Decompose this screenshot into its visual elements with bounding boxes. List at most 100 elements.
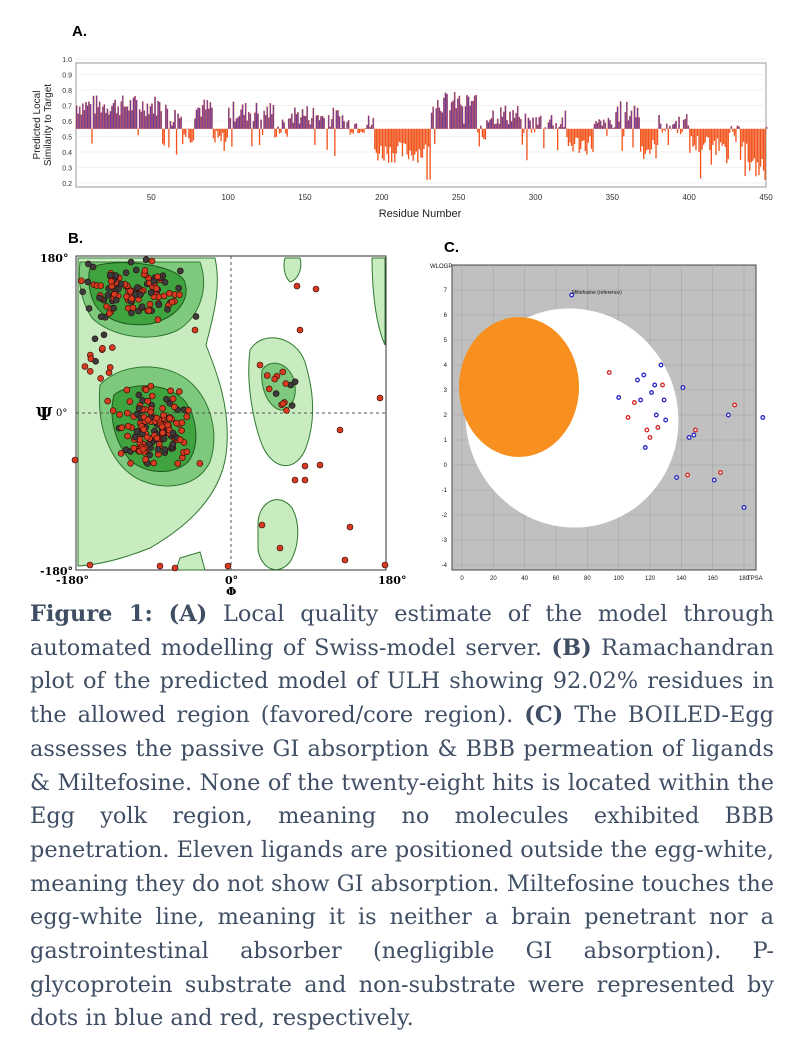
panel-a-bar — [274, 128, 276, 138]
panel-a-bar — [128, 110, 130, 129]
panel-a-bar — [643, 128, 645, 160]
panel-a-bar — [495, 123, 498, 129]
panel-b-residue-dot — [138, 303, 146, 311]
panel-a-bar — [561, 117, 564, 129]
panel-b-residue-dot — [265, 385, 273, 393]
panel-a-bar — [641, 128, 643, 147]
panel-b-residue-dot — [376, 394, 384, 402]
panel-a-bar — [312, 107, 315, 129]
panel-a-bar — [183, 128, 185, 135]
panel-a-bar — [558, 126, 561, 129]
panel-c-pgp-nonsubstrate-point — [660, 382, 665, 388]
panel-b-residue-dot — [141, 267, 149, 274]
panel-b-residue-dot — [150, 277, 158, 285]
panel-a-bar — [653, 128, 656, 145]
panel-a-bar — [349, 128, 351, 135]
panel-a-bar — [372, 117, 375, 129]
panel-a-bar — [269, 103, 272, 129]
panel-a-bar — [446, 93, 448, 129]
panel-a-x-ticks: 50 100 150 200 250 300 350 400 450 — [147, 193, 773, 202]
panel-c-x-tick-label: 100 — [614, 576, 625, 582]
panel-a-bar — [626, 101, 628, 129]
panel-a-bar — [358, 128, 361, 134]
panel-b-residue-dot — [107, 271, 114, 279]
panel-b-residue-dot — [107, 278, 115, 285]
panel-a-bar — [347, 120, 350, 129]
panel-c-x-tick-label: 140 — [676, 576, 687, 582]
panel-a-bar — [573, 128, 576, 145]
panel-a-bar — [426, 128, 428, 180]
panel-a-y-tick-label: 0.4 — [62, 150, 72, 157]
panel-a-bar — [231, 128, 233, 147]
panel-a-bar — [164, 104, 167, 129]
panel-a-bar — [480, 125, 482, 129]
panel-a-bar — [506, 120, 508, 129]
panel-c-pgp-substrate-point — [635, 377, 640, 383]
panel-a-bar — [606, 128, 608, 136]
panel-a-bar — [329, 126, 332, 129]
panel-a-bar — [527, 117, 530, 129]
panel-a-bar — [509, 111, 511, 129]
panel-a-bar — [616, 106, 619, 129]
panel-a-bar — [237, 117, 239, 129]
panel-a-bar — [424, 128, 427, 145]
panel-a-x-tick-label: 200 — [375, 193, 389, 202]
panel-a-bar — [676, 128, 679, 134]
panel-a-bar — [618, 121, 620, 129]
panel-b-residue-dot — [160, 435, 168, 443]
panel-a-bar — [341, 115, 344, 129]
panel-a-bar — [581, 128, 583, 142]
panel-a-bar — [286, 128, 288, 137]
panel-a-bar — [470, 100, 473, 129]
panel-a-bar — [241, 104, 244, 129]
panel-a-bar — [125, 106, 127, 129]
panel-a-bar — [320, 116, 322, 129]
panel-a-bar — [473, 95, 476, 129]
panel-a-bar — [455, 108, 458, 129]
panel-b-residue-dot — [86, 561, 94, 569]
panel-a-bar — [477, 128, 479, 133]
panel-a-bar — [400, 128, 402, 143]
panel-a-bar — [569, 128, 571, 143]
panel-a-bar — [673, 123, 676, 129]
panel-a-bar — [314, 128, 316, 145]
panel-a-bar — [702, 128, 705, 145]
panel-a-bar — [300, 117, 302, 129]
panel-a-bar — [575, 128, 577, 138]
panel-a-bar — [149, 106, 152, 129]
panel-b-residue-dot — [283, 407, 290, 414]
panel-a-bar — [746, 128, 748, 144]
panel-a-bar — [524, 113, 527, 129]
panel-a-bar — [98, 101, 101, 129]
panel-a-bar — [417, 128, 419, 163]
panel-b-residue-dot — [160, 411, 167, 419]
panel-a-bar — [301, 109, 304, 129]
panel-a-bar — [659, 123, 662, 129]
panel-a-bar — [360, 128, 362, 132]
panel-a-bars — [75, 92, 768, 180]
panel-a-bar — [721, 128, 723, 146]
panel-c-y-tick-label: 0 — [444, 463, 448, 469]
panel-a-bar — [304, 115, 307, 129]
panel-a-bar — [146, 103, 149, 129]
panel-b-residue-dot — [143, 433, 151, 441]
panel-a-bar — [163, 128, 165, 146]
panel-a-bar — [559, 123, 562, 129]
panel-a-bar — [192, 128, 195, 141]
panel-a-bar — [343, 121, 345, 129]
panel-a-bar — [601, 125, 604, 129]
panel-a-bar — [243, 114, 245, 129]
panel-a-bar — [607, 117, 610, 129]
panel-b-residue-dot — [155, 301, 163, 309]
panel-b-residue-dot — [156, 562, 164, 570]
panel-a-bar — [484, 128, 487, 140]
panel-b-residue-dot — [185, 407, 192, 414]
panel-a-bar — [208, 108, 210, 129]
panel-a-bar — [630, 110, 633, 129]
panel-b-residue-dot — [91, 335, 99, 343]
panel-a-bar — [718, 128, 720, 152]
panel-c-pgp-substrate-point — [641, 372, 647, 378]
panel-a-bar — [599, 120, 602, 129]
panel-a-bar — [326, 128, 328, 150]
panel-b-y-top-label: 180° — [40, 252, 68, 265]
